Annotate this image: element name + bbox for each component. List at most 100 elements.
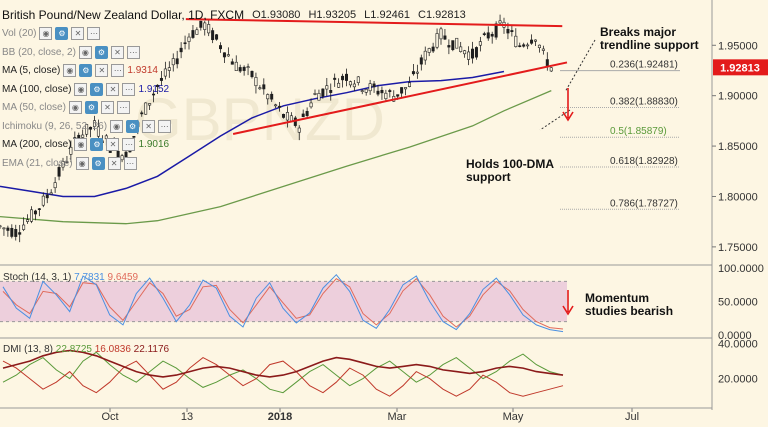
more-icon[interactable]: ⋯ (116, 101, 130, 114)
legend-value: 1.9314 (127, 65, 158, 76)
candle-body (396, 94, 400, 97)
candle-body (494, 23, 498, 38)
gear-icon[interactable]: ⚙ (90, 138, 104, 151)
gear-icon[interactable]: ⚙ (55, 27, 69, 40)
candle-body (254, 77, 258, 87)
candle-body (41, 195, 45, 206)
stoch-d-line (2, 277, 564, 330)
more-icon[interactable]: ⋯ (123, 156, 137, 170)
more-icon[interactable]: ⋯ (126, 45, 140, 59)
watermark-text: GBPNZD (135, 86, 385, 153)
gear-icon[interactable]: ⚙ (84, 101, 98, 114)
x-tick-label: Jul (625, 411, 639, 423)
eye-icon[interactable]: ◉ (74, 82, 88, 96)
candle-body (309, 102, 313, 108)
candle-body (179, 47, 183, 53)
eye-icon[interactable]: ◉ (75, 156, 89, 170)
candle-body (266, 94, 270, 100)
candle-body (81, 134, 85, 138)
candle-body (53, 182, 57, 189)
close-icon[interactable]: ✕ (106, 138, 120, 151)
candle-body (321, 88, 325, 97)
stoch-band (0, 281, 567, 322)
more-icon[interactable]: ⋯ (111, 64, 125, 77)
candle-body (411, 71, 415, 75)
candle-body (22, 224, 26, 230)
symbol-title: British Pound/New Zealand Dollar, 1D, FX… (2, 8, 245, 22)
legend-row: MA (5, close) ◉ ⚙ ✕ ⋯ 1.9314 (2, 64, 158, 77)
candle-body (18, 232, 22, 235)
annotation-holds-line: support (466, 170, 511, 184)
gear-icon[interactable]: ⚙ (126, 119, 140, 133)
stoch-tick-label: 50.0000 (718, 297, 758, 309)
candle-body (207, 24, 211, 34)
close-icon[interactable]: ✕ (106, 82, 120, 96)
close-icon[interactable]: ✕ (95, 64, 109, 77)
candle-body (85, 124, 89, 135)
close-icon[interactable]: ✕ (107, 156, 121, 170)
dmi-adx-value: 22.1176 (134, 344, 170, 355)
dmi-tick-label: 40.0000 (718, 339, 758, 351)
candle-body (270, 93, 274, 100)
eye-icon[interactable]: ◉ (68, 101, 82, 114)
x-tick-label: May (503, 411, 524, 423)
candle-body (33, 210, 37, 215)
trendlines (185, 18, 568, 135)
stoch-legend: Stoch (14, 3, 1) 7.7831 9.6459 (3, 272, 139, 283)
eye-icon[interactable]: ◉ (63, 64, 77, 77)
price-badge (713, 59, 768, 76)
candle-body (384, 92, 388, 100)
candle-body (10, 227, 14, 237)
candle-body (144, 102, 148, 115)
eye-icon[interactable]: ◉ (110, 119, 124, 133)
candle-body (2, 227, 6, 230)
candle-body (388, 90, 392, 92)
candle-body (352, 83, 356, 88)
red-down-arrow-main (562, 88, 574, 122)
candle-body (6, 227, 10, 231)
axis-tick-label: 1.80000 (718, 191, 758, 203)
close-icon[interactable]: ✕ (100, 101, 114, 114)
eye-icon[interactable]: ◉ (39, 27, 53, 40)
more-icon[interactable]: ⋯ (158, 119, 172, 133)
fib-label: 0.618(1.82928) (610, 156, 678, 167)
close-icon[interactable]: ✕ (71, 27, 85, 40)
candle-body (325, 85, 329, 90)
candle-body (96, 126, 100, 137)
candle-body (376, 90, 380, 95)
candle-body (470, 48, 474, 59)
close-icon[interactable]: ✕ (110, 45, 124, 59)
candle-body (14, 229, 18, 237)
price-badge-label: 1.92813 (720, 62, 760, 74)
candle-body (258, 87, 262, 90)
candle-body (301, 113, 305, 118)
gear-icon[interactable]: ⚙ (91, 156, 105, 170)
close-icon[interactable]: ✕ (142, 119, 156, 133)
candle-body (404, 87, 408, 90)
candle-body (333, 77, 337, 80)
candle-body (297, 127, 301, 133)
ohlc-close: C1.92813 (418, 9, 466, 21)
eye-icon[interactable]: ◉ (74, 138, 88, 151)
candle-body (537, 44, 541, 49)
candle-body (344, 73, 348, 81)
gear-icon[interactable]: ⚙ (94, 45, 108, 59)
more-icon[interactable]: ⋯ (122, 82, 136, 96)
stoch-k-line (2, 273, 564, 333)
candle-body (305, 111, 309, 116)
more-icon[interactable]: ⋯ (122, 138, 136, 151)
dmi-legend: DMI (13, 8) 22.8725 16.0836 22.1176 (3, 344, 170, 355)
axis-tick-label: 1.75000 (718, 242, 758, 254)
gear-icon[interactable]: ⚙ (90, 82, 104, 96)
candle-body (364, 88, 368, 93)
candle-body (510, 30, 514, 33)
candle-body (61, 161, 65, 168)
candle-body (337, 82, 341, 88)
candle-body (89, 126, 93, 130)
eye-icon[interactable]: ◉ (78, 45, 92, 59)
more-icon[interactable]: ⋯ (87, 27, 101, 40)
gear-icon[interactable]: ⚙ (79, 64, 93, 77)
ohlc-high: H1.93205 (308, 9, 357, 21)
candle-body (506, 28, 510, 34)
